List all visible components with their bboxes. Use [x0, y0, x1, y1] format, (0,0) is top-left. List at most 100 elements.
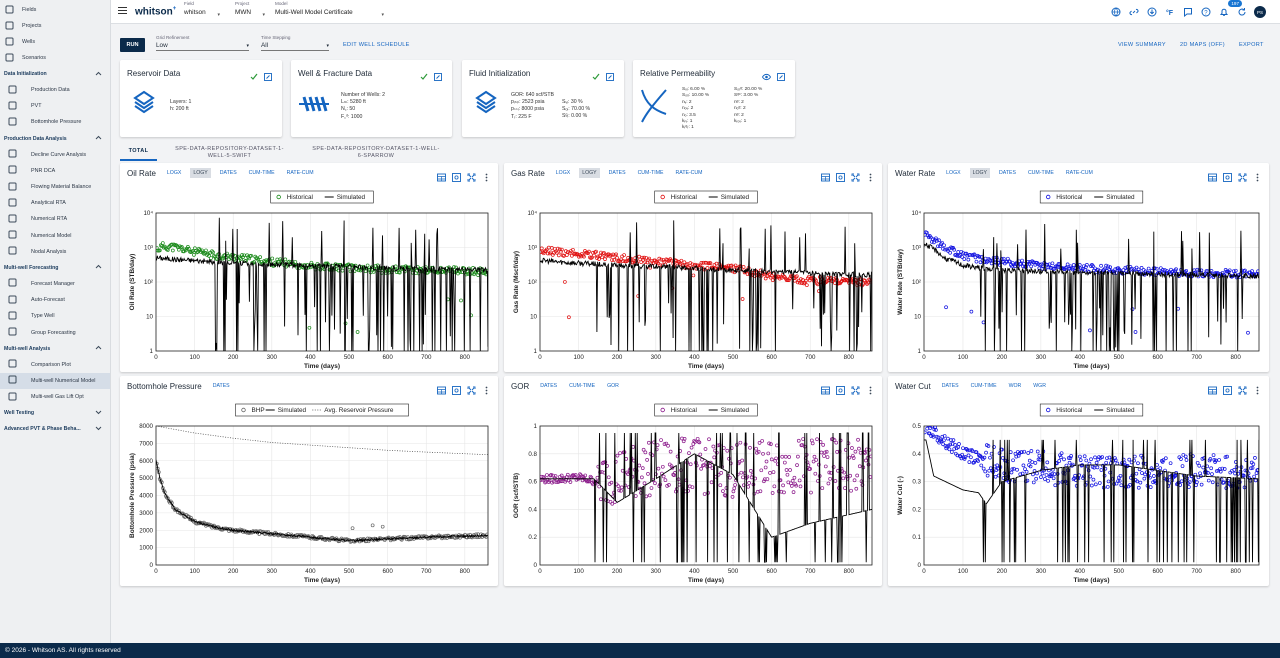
- menu-icon[interactable]: [118, 7, 127, 14]
- field-select[interactable]: Field whitson ▾: [184, 1, 220, 18]
- table-icon[interactable]: [1208, 382, 1217, 395]
- chart-option-cum-time[interactable]: CUM-TIME: [970, 383, 997, 389]
- sidebar-section-header[interactable]: Data Initialization: [0, 66, 110, 82]
- fit-view-icon[interactable]: [452, 382, 461, 395]
- chart-option-logx[interactable]: LOGX: [946, 170, 961, 176]
- sidebar-item-projects[interactable]: Projects: [0, 18, 110, 34]
- chart-option-cum-time[interactable]: CUM-TIME: [637, 170, 664, 176]
- brand-logo[interactable]: whitson+: [135, 6, 177, 18]
- sidebar-item[interactable]: Nodal Analysis: [0, 244, 110, 260]
- avatar[interactable]: PS: [1254, 6, 1266, 18]
- run-button[interactable]: RUN: [120, 38, 145, 52]
- more-options-icon[interactable]: [1253, 169, 1262, 182]
- fit-view-icon[interactable]: [452, 169, 461, 182]
- sidebar-item[interactable]: Bottomhole Pressure: [0, 114, 110, 130]
- sidebar-section-header[interactable]: Production Data Analysis: [0, 131, 110, 147]
- tab-well-5-swift[interactable]: SPE-DATA-REPOSITORY-DATASET-1-WELL-5-SWI…: [175, 146, 284, 159]
- tab-total[interactable]: TOTAL: [120, 144, 157, 161]
- edit-icon[interactable]: [606, 68, 614, 86]
- eye-icon[interactable]: [761, 68, 772, 86]
- edit-icon[interactable]: [777, 68, 785, 86]
- expand-icon[interactable]: [1238, 169, 1247, 182]
- chart-option-dates[interactable]: DATES: [999, 170, 1016, 176]
- link-icon[interactable]: [1128, 6, 1140, 18]
- edit-icon[interactable]: [264, 68, 272, 86]
- fluid-initialization-card[interactable]: Fluid Initialization GOR: 640 scf/STB pᵢₙ…: [462, 60, 624, 137]
- fit-view-icon[interactable]: [1223, 382, 1232, 395]
- table-icon[interactable]: [437, 169, 446, 182]
- chart-option-logx[interactable]: LOGX: [555, 170, 571, 176]
- sidebar-item[interactable]: Auto-Forecast: [0, 292, 110, 308]
- sidebar-item-fields[interactable]: Fields: [0, 2, 110, 18]
- tab-well-6-sparrow[interactable]: SPE-DATA-REPOSITORY-DATASET-1-WELL-6-SPA…: [312, 146, 440, 159]
- temperature-icon[interactable]: °F: [1164, 6, 1176, 18]
- fit-view-icon[interactable]: [1223, 169, 1232, 182]
- more-options-icon[interactable]: [482, 382, 491, 395]
- reservoir-data-card[interactable]: Reservoir Data Layers: 1 h: 200 ft: [120, 60, 282, 137]
- chart-option-dates[interactable]: DATES: [941, 383, 959, 389]
- more-options-icon[interactable]: [482, 169, 491, 182]
- sidebar-section-header[interactable]: Multi-well Forecasting: [0, 260, 110, 276]
- chart-option-rate-cum[interactable]: RATE-CUM: [675, 170, 703, 176]
- edit-well-schedule-button[interactable]: EDIT WELL SCHEDULE: [343, 42, 410, 48]
- sidebar-item[interactable]: Forecast Manager: [0, 276, 110, 292]
- fit-view-icon[interactable]: [836, 169, 845, 182]
- table-icon[interactable]: [821, 382, 830, 395]
- fit-view-icon[interactable]: [836, 382, 845, 395]
- sidebar-item[interactable]: Numerical Model: [0, 228, 110, 244]
- sidebar-section-header[interactable]: Multi-well Analysis: [0, 341, 110, 357]
- chart-option-cum-time[interactable]: CUM-TIME: [569, 383, 596, 389]
- refresh-icon[interactable]: [1236, 6, 1248, 18]
- expand-icon[interactable]: [1238, 382, 1247, 395]
- more-options-icon[interactable]: [1253, 382, 1262, 395]
- edit-icon[interactable]: [434, 68, 442, 86]
- table-icon[interactable]: [1208, 169, 1217, 182]
- sidebar-item[interactable]: Group Forecasting: [0, 324, 110, 340]
- chart-option-dates[interactable]: DATES: [219, 170, 237, 176]
- more-options-icon[interactable]: [866, 382, 875, 395]
- export-button[interactable]: EXPORT: [1239, 42, 1264, 48]
- chart-option-logy[interactable]: LOGY: [579, 168, 600, 178]
- grid-refinement-select[interactable]: Grid Refinement Low ▾: [156, 35, 249, 51]
- chart-option-dates[interactable]: DATES: [608, 170, 626, 176]
- sidebar-item[interactable]: Multi-well Numerical Model: [0, 372, 110, 389]
- expand-icon[interactable]: [851, 382, 860, 395]
- bell-icon[interactable]: [1218, 6, 1230, 18]
- chart-option-dates[interactable]: DATES: [540, 383, 558, 389]
- chart-option-dates[interactable]: DATES: [212, 383, 230, 389]
- table-icon[interactable]: [437, 382, 446, 395]
- sidebar-item[interactable]: Comparison Plot: [0, 357, 110, 373]
- sidebar-item[interactable]: Decline Curve Analysis: [0, 147, 110, 163]
- download-icon[interactable]: [1146, 6, 1158, 18]
- chart-option-logx[interactable]: LOGX: [166, 170, 182, 176]
- sidebar-item-wells[interactable]: Wells: [0, 34, 110, 50]
- sidebar-item-scenarios[interactable]: Scenarios: [0, 50, 110, 66]
- chart-option-rate-cum[interactable]: RATE-CUM: [286, 170, 314, 176]
- time-stepping-select[interactable]: Time Stepping All ▾: [261, 35, 329, 51]
- chart-option-logy[interactable]: LOGY: [190, 168, 211, 178]
- chart-option-cum-time[interactable]: CUM-TIME: [248, 170, 275, 176]
- help-icon[interactable]: ?: [1200, 6, 1212, 18]
- chart-option-wor[interactable]: WOR: [1008, 383, 1022, 389]
- model-select[interactable]: Model Multi-Well Model Certificate ▾: [275, 1, 384, 18]
- sidebar-item[interactable]: Numerical RTA: [0, 211, 110, 227]
- chart-option-rate-cum[interactable]: RATE-CUM: [1065, 170, 1093, 176]
- sidebar-item[interactable]: Multi-well Gas Lift Opt: [0, 389, 110, 405]
- sidebar-item[interactable]: PNR DCA: [0, 163, 110, 179]
- sidebar-item[interactable]: Production Data: [0, 82, 110, 98]
- relative-permeability-card[interactable]: Relative Permeability Sᵥᵢ: 6.00 % Sₒᵢᵣ: 1…: [633, 60, 795, 137]
- expand-icon[interactable]: [467, 382, 476, 395]
- expand-icon[interactable]: [851, 169, 860, 182]
- sidebar-item[interactable]: Flowing Material Balance: [0, 179, 110, 195]
- sidebar-item[interactable]: Analytical RTA: [0, 195, 110, 211]
- sidebar-section-header[interactable]: Well Testing: [0, 405, 110, 421]
- sidebar-item[interactable]: Type Well: [0, 308, 110, 324]
- globe-icon[interactable]: [1110, 6, 1122, 18]
- expand-icon[interactable]: [467, 169, 476, 182]
- chart-option-logy[interactable]: LOGY: [969, 168, 991, 178]
- project-select[interactable]: Project MWN ▾: [235, 1, 265, 18]
- table-icon[interactable]: [821, 169, 830, 182]
- more-options-icon[interactable]: [866, 169, 875, 182]
- view-summary-button[interactable]: VIEW SUMMARY: [1118, 42, 1166, 48]
